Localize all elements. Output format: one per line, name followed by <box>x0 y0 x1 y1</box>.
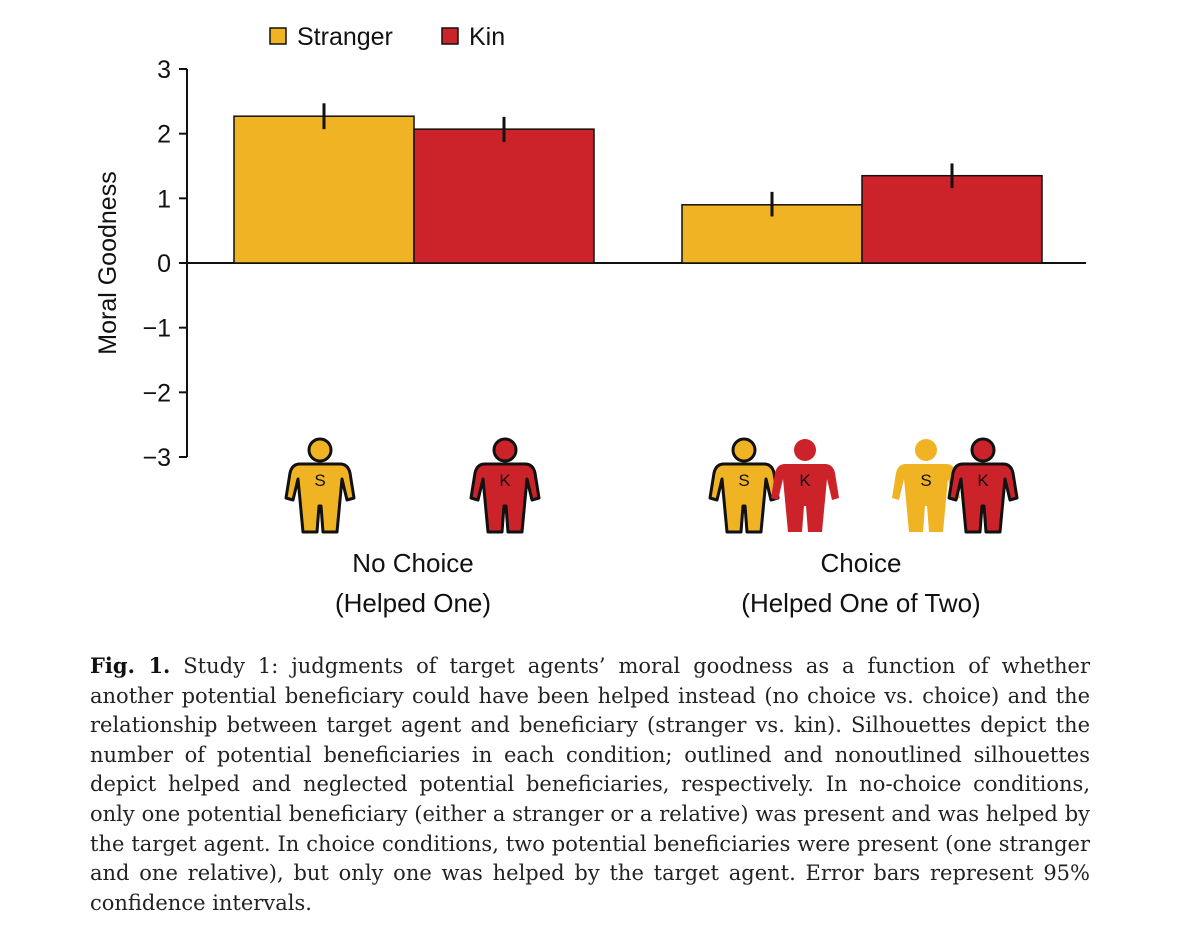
silhouette-letter: S <box>920 471 931 490</box>
bar-kin-0 <box>413 128 595 264</box>
y-tick-label: 1 <box>157 185 171 213</box>
body <box>708 462 780 534</box>
kin-silhouette-icon: K <box>469 437 541 534</box>
y-tick-label: −2 <box>142 379 171 407</box>
body <box>469 462 541 534</box>
head <box>794 439 816 461</box>
condition-label-line2: (Helped One) <box>335 588 491 618</box>
silhouette-letter: S <box>314 471 325 490</box>
legend-swatch-stranger <box>269 27 287 45</box>
kin-silhouette-icon: K <box>947 437 1019 534</box>
bar-stranger-0 <box>233 115 415 264</box>
bars <box>233 103 1043 264</box>
body <box>284 462 356 534</box>
caption-text: Study 1: judgments of target agents’ mor… <box>90 654 1090 915</box>
legend-label-kin: Kin <box>469 23 505 51</box>
silhouette-letter: K <box>977 471 989 490</box>
body <box>892 464 960 532</box>
y-tick-label: 3 <box>157 56 171 84</box>
silhouette-letter: K <box>799 471 811 490</box>
condition-label-line2: (Helped One of Two) <box>741 588 980 618</box>
y-axis-title: Moral Goodness <box>94 171 122 354</box>
silhouette-letter: S <box>738 471 749 490</box>
body <box>771 464 839 532</box>
stranger-silhouette-icon: S <box>284 437 356 534</box>
head <box>307 437 333 463</box>
kin-silhouette-icon: K <box>771 439 839 532</box>
head <box>731 437 757 463</box>
y-tick-label: −1 <box>142 315 171 343</box>
y-tick-label: 0 <box>157 250 171 278</box>
y-tick-label: 2 <box>157 121 171 149</box>
y-tick-label: −3 <box>142 444 171 472</box>
silhouette-letter: K <box>499 471 511 490</box>
stranger-silhouette-icon: S <box>892 439 960 532</box>
condition-label-line1: Choice <box>821 548 902 578</box>
condition-labels: No Choice (Helped One) Choice (Helped One o… <box>335 548 981 618</box>
condition-label-line1: No Choice <box>352 548 473 578</box>
head <box>915 439 937 461</box>
body <box>947 462 1019 534</box>
legend-swatch-kin <box>441 27 459 45</box>
caption-label: Fig. 1. <box>90 653 171 678</box>
head <box>492 437 518 463</box>
figure-caption: Fig. 1. Study 1: judgments of target age… <box>90 651 1090 918</box>
legend: Stranger Kin <box>269 23 505 51</box>
bar-kin-1 <box>861 174 1043 264</box>
head <box>970 437 996 463</box>
legend-label-stranger: Stranger <box>297 23 393 51</box>
stranger-silhouette-icon: S <box>708 437 780 534</box>
